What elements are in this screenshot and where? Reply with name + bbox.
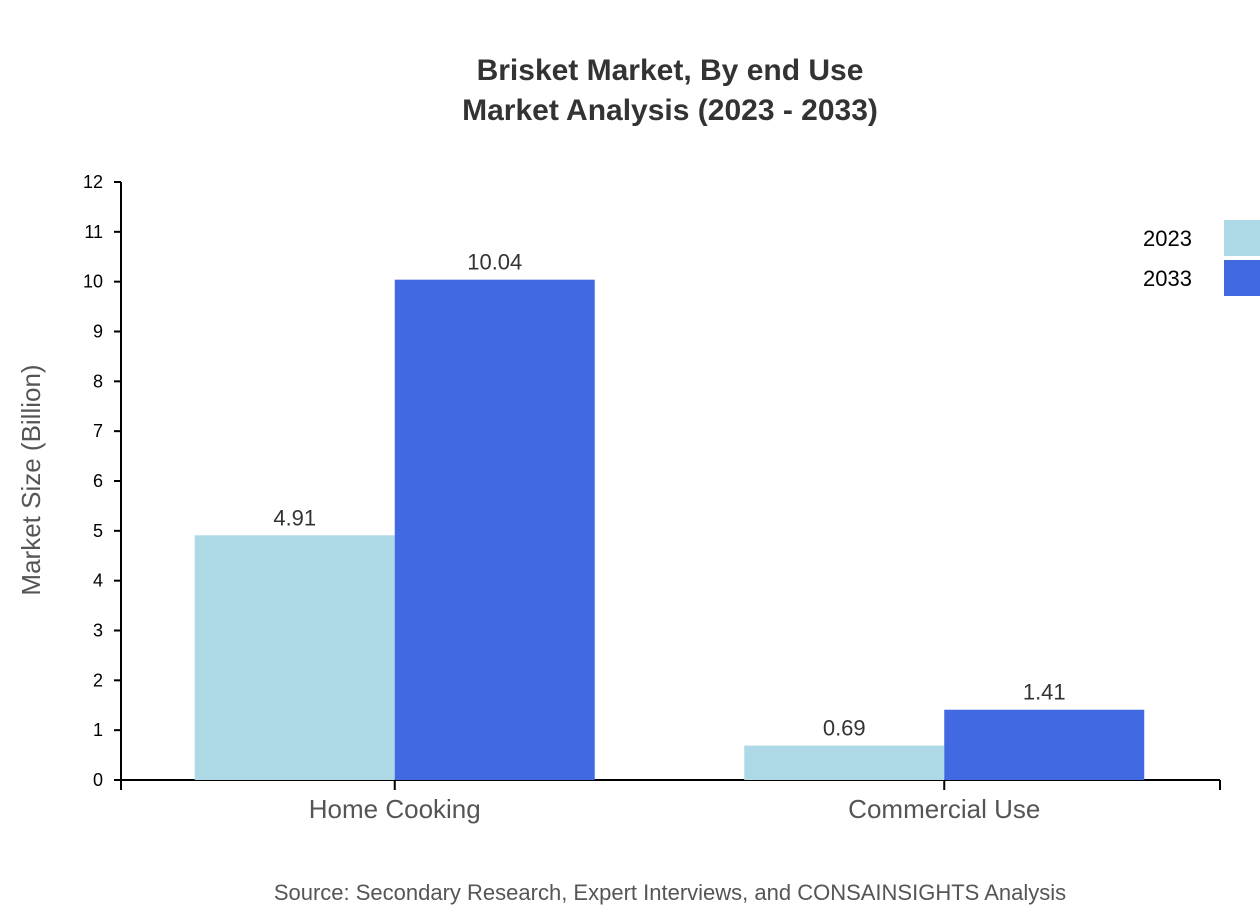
y-tick-label: 2 bbox=[93, 670, 103, 690]
data-label: 4.91 bbox=[273, 505, 316, 530]
y-tick-label: 11 bbox=[84, 222, 103, 242]
source-note: Source: Secondary Research, Expert Inter… bbox=[274, 880, 1066, 905]
data-label: 10.04 bbox=[467, 250, 522, 275]
y-axis-label: Market Size (Billion) bbox=[16, 364, 46, 595]
x-tick-label: Home Cooking bbox=[309, 794, 481, 824]
bar-2033 bbox=[944, 709, 1145, 780]
y-tick-label: 10 bbox=[83, 272, 103, 292]
y-tick-label: 6 bbox=[93, 471, 103, 491]
y-tick-label: 12 bbox=[83, 172, 103, 192]
y-tick-label: 8 bbox=[93, 371, 103, 391]
bar-2023 bbox=[194, 535, 395, 780]
chart-title: Brisket Market, By end Use bbox=[477, 54, 864, 87]
y-tick-label: 0 bbox=[93, 770, 103, 790]
y-tick-label: 7 bbox=[93, 421, 103, 441]
legend-swatch bbox=[1224, 260, 1260, 296]
y-tick-label: 5 bbox=[93, 521, 103, 541]
data-label: 0.69 bbox=[823, 716, 866, 741]
legend-label: 2033 bbox=[1143, 266, 1192, 291]
x-tick-label: Commercial Use bbox=[848, 794, 1040, 824]
data-label: 1.41 bbox=[1023, 680, 1066, 705]
y-tick-label: 3 bbox=[93, 621, 103, 641]
legend-swatch bbox=[1224, 220, 1260, 256]
chart-subtitle: Market Analysis (2023 - 2033) bbox=[462, 94, 878, 127]
bar-2033 bbox=[394, 279, 595, 780]
y-tick-label: 1 bbox=[93, 720, 103, 740]
y-tick-label: 9 bbox=[93, 322, 103, 342]
legend-label: 2023 bbox=[1143, 226, 1192, 251]
bar-2023 bbox=[744, 745, 945, 780]
y-tick-label: 4 bbox=[93, 571, 103, 591]
